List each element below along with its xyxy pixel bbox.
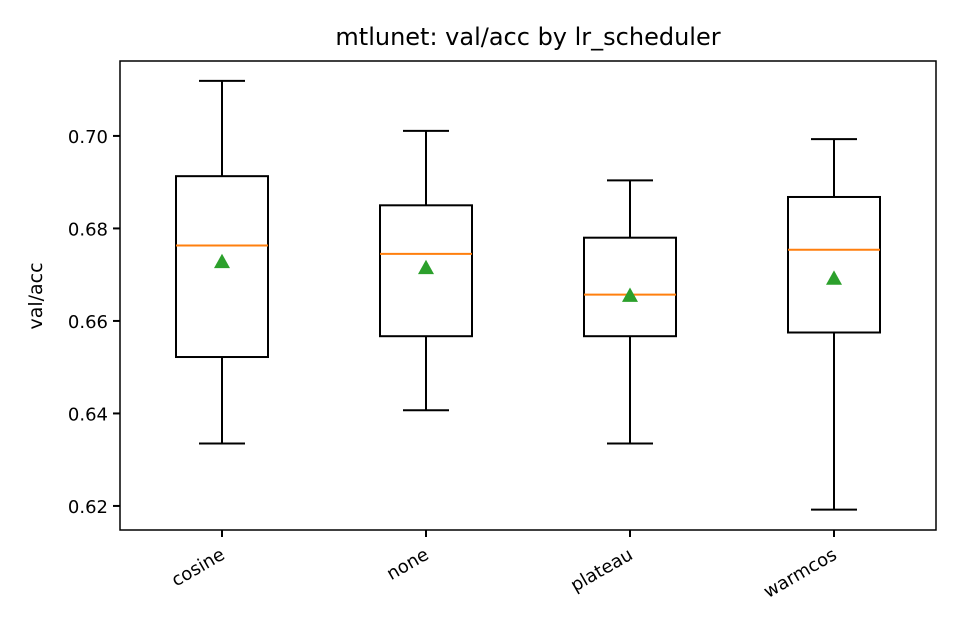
mean-marker — [418, 259, 434, 275]
iqr-box — [583, 236, 677, 338]
y-tick-label: 0.66 — [68, 312, 108, 333]
mean-marker — [826, 270, 842, 285]
y-axis-label: val/acc — [25, 262, 47, 329]
iqr-box — [175, 175, 269, 359]
y-tick-label: 0.64 — [68, 404, 108, 425]
plot-frame — [119, 60, 937, 531]
mean-marker — [214, 253, 230, 269]
iqr-box — [787, 195, 881, 334]
y-tick-label: 0.70 — [68, 127, 108, 148]
chart-title: mtlunet: val/acc by lr_scheduler — [335, 23, 720, 51]
mean-marker — [622, 287, 638, 302]
iqr-box — [379, 204, 473, 338]
y-tick-label: 0.68 — [68, 219, 108, 240]
y-tick-label: 0.62 — [68, 497, 108, 518]
